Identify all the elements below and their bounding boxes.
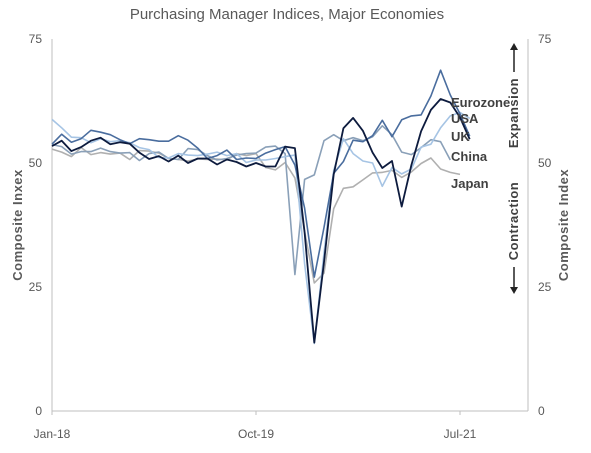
right-y-axis-label: Composite Index bbox=[556, 169, 571, 282]
contraction-arrow-head bbox=[510, 287, 518, 294]
series-line-china bbox=[51, 125, 452, 276]
right-y-tick-25: 25 bbox=[538, 280, 552, 294]
x-tick-Oct-19: Oct-19 bbox=[238, 427, 274, 441]
series-line-eurozone bbox=[51, 111, 471, 345]
plot-frame bbox=[51, 39, 529, 412]
chart-title: Purchasing Manager Indices, Major Econom… bbox=[130, 6, 444, 23]
contraction-label: Contraction bbox=[506, 182, 521, 260]
right-y-tick-labels: 0 25 50 75 bbox=[538, 32, 552, 418]
series-line-japan bbox=[51, 146, 461, 284]
series-line-uk bbox=[51, 98, 471, 344]
series-label-eurozone: Eurozone bbox=[451, 95, 510, 110]
contraction-annotation: Contraction bbox=[506, 182, 521, 294]
left-y-axis-label: Composite Inxex bbox=[10, 169, 25, 281]
left-y-tick-75: 75 bbox=[29, 32, 43, 46]
left-y-tick-50: 50 bbox=[29, 156, 43, 170]
expansion-arrow-head bbox=[510, 43, 518, 50]
x-tick-labels: Jan-18 Oct-19 Jul-21 bbox=[34, 411, 477, 441]
x-tick-Jul-21: Jul-21 bbox=[444, 427, 477, 441]
left-y-tick-25: 25 bbox=[29, 280, 43, 294]
right-y-tick-75: 75 bbox=[538, 32, 552, 46]
expansion-annotation: Expansion bbox=[506, 43, 521, 148]
right-y-tick-0: 0 bbox=[538, 404, 545, 418]
expansion-label: Expansion bbox=[506, 78, 521, 148]
series-label-japan: Japan bbox=[451, 176, 489, 191]
series-lines bbox=[51, 69, 471, 345]
left-y-tick-0: 0 bbox=[35, 404, 42, 418]
x-tick-Jan-18: Jan-18 bbox=[34, 427, 71, 441]
left-y-tick-labels: 0 25 50 75 bbox=[29, 32, 43, 418]
series-line-usa bbox=[51, 69, 471, 278]
series-label-uk: UK bbox=[451, 129, 470, 144]
series-label-usa: USA bbox=[451, 111, 479, 126]
series-label-china: China bbox=[451, 149, 488, 164]
right-y-tick-50: 50 bbox=[538, 156, 552, 170]
